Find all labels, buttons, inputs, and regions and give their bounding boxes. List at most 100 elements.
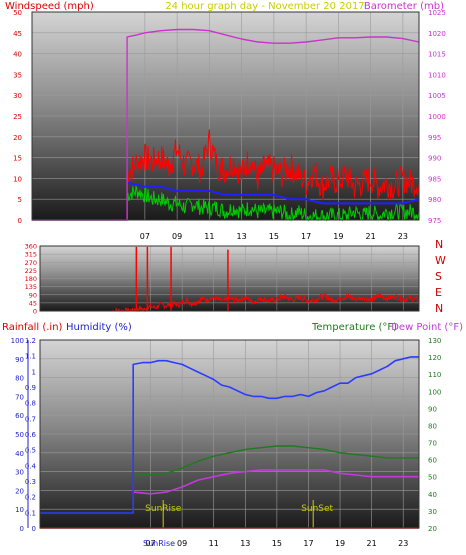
windspeed-tick-label: 30 [13,92,22,100]
compass-label: W [435,254,446,267]
windspeed-ticks: 0 5 10 15 20 25 30 35 40 45 50 [13,9,22,225]
sunset-label: SunSet [301,504,333,514]
wind-x-tick-label: 21 [366,232,376,241]
wind-x-tick-label: 15 [269,232,279,241]
temperature-tick-label: 50 [428,474,437,482]
direction-tick-label: 180 [25,275,37,283]
temperature-tick-label: 130 [428,337,441,345]
temperature-tick-label: 60 [428,457,437,465]
humidity-tick-label: 50 [15,431,24,439]
temperature-tick-label: 80 [428,422,437,430]
temperature-tick-label: 120 [428,354,441,362]
rainfall-tick-label: 0.9 [25,384,36,392]
windspeed-tick-label: 25 [13,113,22,121]
sunrise-label: SunRise [145,504,182,514]
rainfall-tick-label: 0.6 [25,431,37,439]
barometer-tick-label: 995 [428,134,441,142]
humidity-plot-frame [39,339,420,529]
sun-markers: SunRise SunSet [145,500,334,528]
wind-x-tick-label: 17 [301,232,311,241]
humidity-tick-label: 60 [15,412,24,420]
direction-tick-label: 135 [25,283,37,291]
wind-x-tick-label: 13 [237,232,247,241]
wind-plot-frame [31,11,420,221]
dewpoint-line [133,469,419,495]
rainfall-tick-label: 0.1 [25,509,36,517]
compass-label: E [435,286,442,299]
humidity-x-tick-label: 17 [303,539,313,548]
barometer-tick-label: 1000 [428,113,446,121]
rainfall-tick-label: 1 [32,368,36,376]
wind-x-tick-label: 19 [333,232,343,241]
humidity-ticks: 0 10 20 30 40 50 60 70 80 90 100 [11,337,24,533]
rainfall-tick-label: 0.8 [25,400,36,408]
barometer-tick-label: 975 [428,217,441,225]
windspeed-tick-label: 0 [18,217,22,225]
barometer-tick-label: 1025 [428,9,446,17]
compass-label: S [435,270,442,283]
humidity-tick-label: 40 [15,450,24,458]
humidity-tick-label: 10 [15,506,24,514]
temperature-tick-label: 30 [428,508,437,516]
barometer-tick-label: 1005 [428,92,446,100]
humidity-x-tick-label: 07 [145,539,155,548]
rainfall-axis-label: Rainfall (.in) [2,322,63,333]
humidity-x-ticks: 07 09 11 13 15 17 19 21 23 [145,539,408,548]
humidity-x-tick-label: 11 [209,539,219,548]
humidity-line [40,356,419,514]
rainfall-tick-label: 1.1 [25,353,36,361]
barometer-tick-label: 985 [428,175,441,183]
barometer-tick-label: 990 [428,155,441,163]
temperature-tick-label: 100 [428,388,441,396]
direction-tick-label: 45 [29,299,37,307]
temperature-tick-label: 110 [428,371,441,379]
humidity-tick-label: 20 [15,487,24,495]
rainfall-ticks: 0 0.1 0.2 0.3 0.4 0.5 0.6 0.7 0.8 0.9 1 1.1 1.2 [25,337,37,533]
chart-title: 24 hour graph day - November 20 2017 [165,1,364,12]
barometer-tick-label: 1015 [428,51,446,59]
direction-tick-label: 90 [29,291,37,299]
temperature-tick-label: 70 [428,440,437,448]
windspeed-tick-label: 40 [13,51,22,59]
temperature-axis-label: Temperature (°F) [311,322,397,333]
humidity-x-tick-label: 15 [272,539,282,548]
direction-tick-label: 270 [25,259,37,267]
rainfall-tick-label: 0.5 [25,447,36,455]
rainfall-tick-label: 0.7 [25,415,36,423]
barometer-axis-label: Barometer (mb) [364,1,444,12]
windspeed-tick-label: 5 [18,196,22,204]
temperature-tick-label: 20 [428,525,437,533]
humidity-tick-label: 80 [15,375,24,383]
temperature-line [133,445,419,476]
temperature-tick-label: 40 [428,491,437,499]
rainfall-tick-label: 0 [32,525,36,533]
humidity-tick-label: 0 [20,525,24,533]
humidity-tick-label: 30 [15,469,24,477]
dewpoint-axis-label: Dew Point (°F) [391,322,463,333]
rainfall-tick-label: 0.2 [25,494,36,502]
windspeed-tick-label: 15 [13,155,22,163]
temperature-tick-label: 90 [428,405,437,413]
direction-line [111,292,420,313]
humidity-x-tick-label: 13 [240,539,250,548]
direction-tick-label: 360 [25,243,37,251]
windspeed-tick-label: 20 [13,134,22,142]
windspeed-tick-label: 10 [13,175,22,183]
wind-x-ticks: 07 09 11 13 15 17 19 21 23 [140,232,408,241]
humidity-x-tick-label: 19 [335,539,345,548]
wind-x-tick-label: 23 [398,232,408,241]
windspeed-tick-label: 35 [13,71,22,79]
humidity-tick-label: 70 [15,393,24,401]
windspeed-mean-line [126,181,420,205]
humidity-x-tick-label: 21 [367,539,377,548]
temperature-ticks: 20 30 40 50 60 70 80 90 100 110 120 130 [428,337,441,533]
humidity-x-tick-label: 23 [398,539,408,548]
sunrise-axis-caption: SunRise [143,539,175,548]
compass-label: N [435,302,443,315]
windspeed-tick-label: 50 [13,9,22,17]
